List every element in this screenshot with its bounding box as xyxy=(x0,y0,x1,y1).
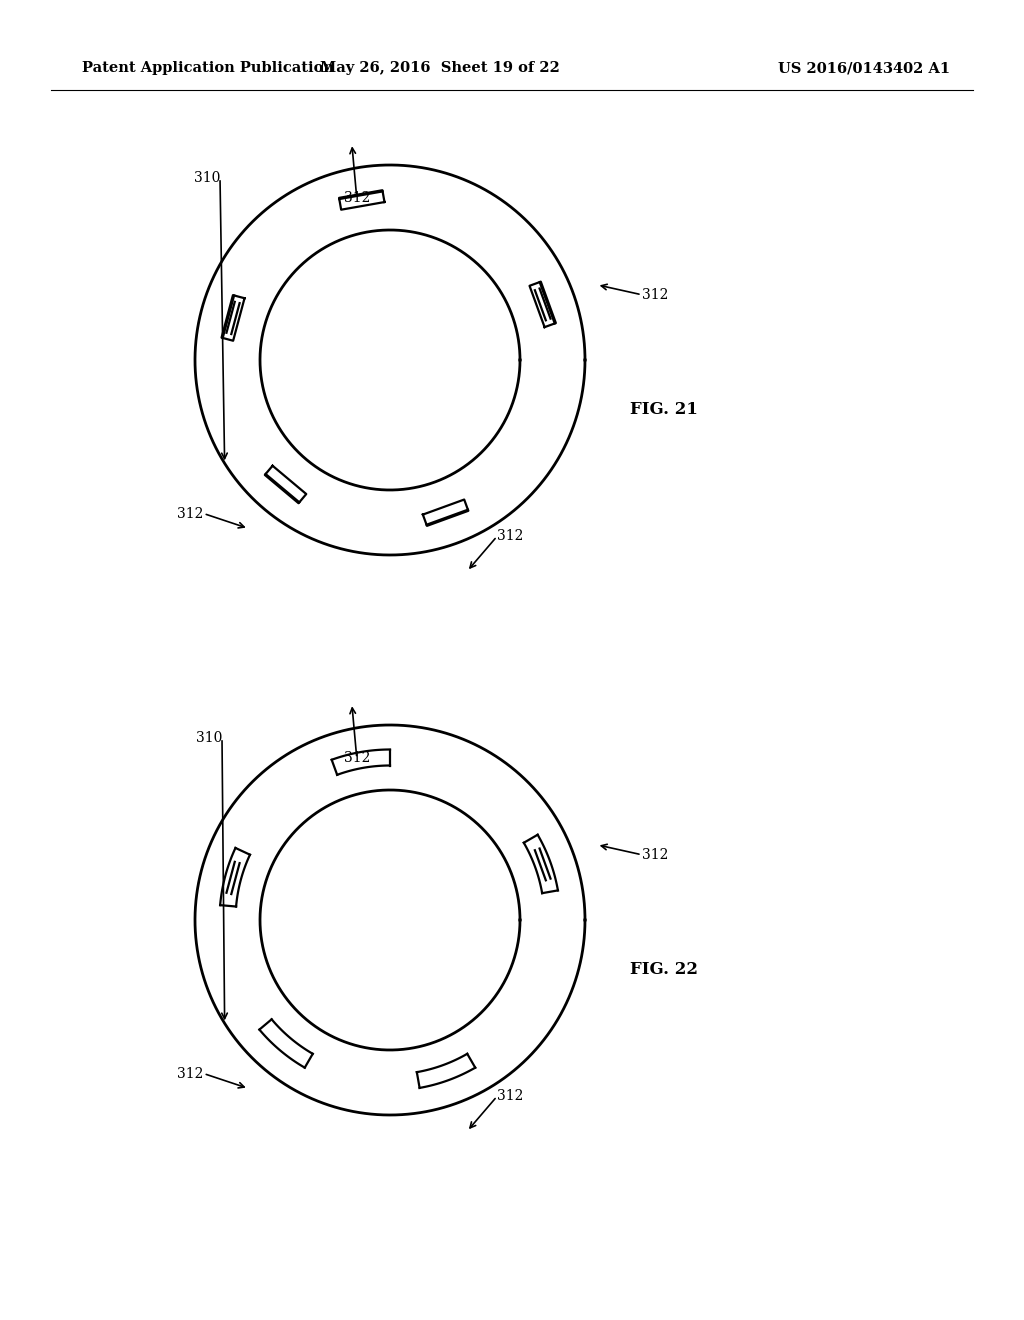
Text: 312: 312 xyxy=(177,1067,204,1081)
Text: FIG. 21: FIG. 21 xyxy=(630,401,698,418)
Text: 312: 312 xyxy=(344,191,370,206)
Text: 312: 312 xyxy=(642,288,668,302)
Text: 312: 312 xyxy=(177,507,204,520)
Text: FIG. 22: FIG. 22 xyxy=(630,961,698,978)
Text: 312: 312 xyxy=(497,1089,523,1104)
Text: Patent Application Publication: Patent Application Publication xyxy=(82,61,334,75)
Text: 312: 312 xyxy=(344,751,370,766)
Text: May 26, 2016  Sheet 19 of 22: May 26, 2016 Sheet 19 of 22 xyxy=(321,61,560,75)
Text: 312: 312 xyxy=(642,847,668,862)
Text: 312: 312 xyxy=(497,529,523,544)
Text: US 2016/0143402 A1: US 2016/0143402 A1 xyxy=(778,61,950,75)
Text: 310: 310 xyxy=(194,172,220,185)
Text: 310: 310 xyxy=(196,731,222,744)
